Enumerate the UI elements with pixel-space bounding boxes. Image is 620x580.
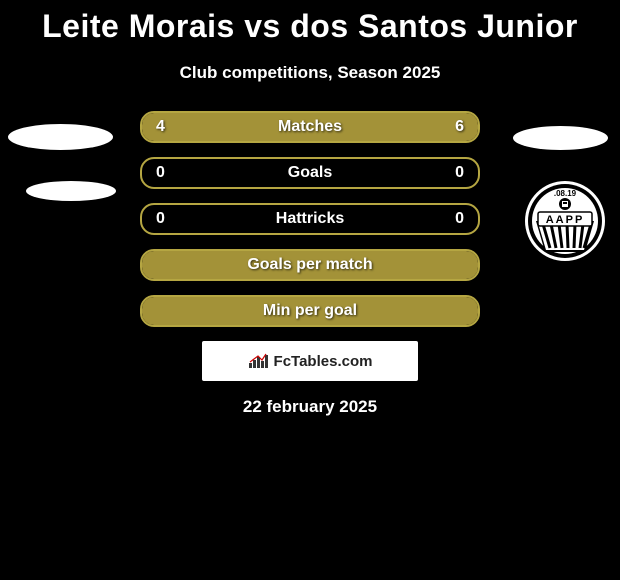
chart-icon <box>248 353 270 369</box>
badge-letters: AAPP <box>546 214 585 226</box>
stat-label: Goals per match <box>247 256 372 274</box>
club-badge: .08.19 AAPP <box>524 180 606 262</box>
stat-label: Min per goal <box>263 302 357 320</box>
attribution-badge: FcTables.com <box>202 341 418 381</box>
stat-label: Matches <box>278 118 342 136</box>
stat-value-right: 0 <box>444 164 464 182</box>
stat-row: 0 Hattricks 0 <box>140 203 480 235</box>
player-left-avatar-shadow <box>26 181 116 201</box>
stat-value-left: 0 <box>156 210 176 228</box>
stat-row: 0 Goals 0 <box>140 157 480 189</box>
comparison-card: Leite Morais vs dos Santos Junior Club c… <box>0 0 620 417</box>
stat-value-left: 4 <box>156 118 176 136</box>
stat-label: Hattricks <box>276 210 344 228</box>
page-title: Leite Morais vs dos Santos Junior <box>0 8 620 45</box>
player-right-avatar <box>513 126 608 150</box>
badge-top-text: .08.19 <box>554 189 577 198</box>
stat-value-left: 0 <box>156 164 176 182</box>
attribution-text: FcTables.com <box>274 353 373 370</box>
stat-row: Min per goal <box>140 295 480 327</box>
stat-value-right: 6 <box>444 118 464 136</box>
stat-row: Goals per match <box>140 249 480 281</box>
subtitle: Club competitions, Season 2025 <box>0 63 620 83</box>
date-text: 22 february 2025 <box>0 397 620 417</box>
stat-label: Goals <box>288 164 332 182</box>
stat-value-right: 0 <box>444 210 464 228</box>
player-left-avatar <box>8 124 113 150</box>
stat-row: 4 Matches 6 <box>140 111 480 143</box>
